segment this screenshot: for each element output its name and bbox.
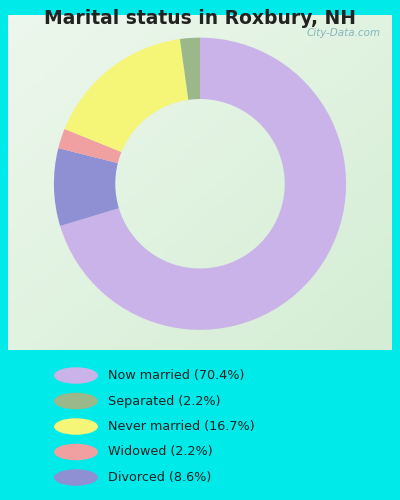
Wedge shape [54,148,119,226]
Circle shape [54,367,98,384]
Circle shape [54,469,98,486]
Wedge shape [60,38,346,330]
Circle shape [54,393,98,409]
Circle shape [54,418,98,435]
Text: Now married (70.4%): Now married (70.4%) [108,369,244,382]
Text: City-Data.com: City-Data.com [306,28,380,38]
Circle shape [54,444,98,460]
Text: Marital status in Roxbury, NH: Marital status in Roxbury, NH [44,10,356,29]
Text: Never married (16.7%): Never married (16.7%) [108,420,255,433]
Text: Separated (2.2%): Separated (2.2%) [108,394,220,407]
Text: Divorced (8.6%): Divorced (8.6%) [108,471,211,484]
Wedge shape [180,38,200,100]
Wedge shape [64,39,188,152]
Wedge shape [58,129,122,163]
Text: Widowed (2.2%): Widowed (2.2%) [108,446,213,458]
